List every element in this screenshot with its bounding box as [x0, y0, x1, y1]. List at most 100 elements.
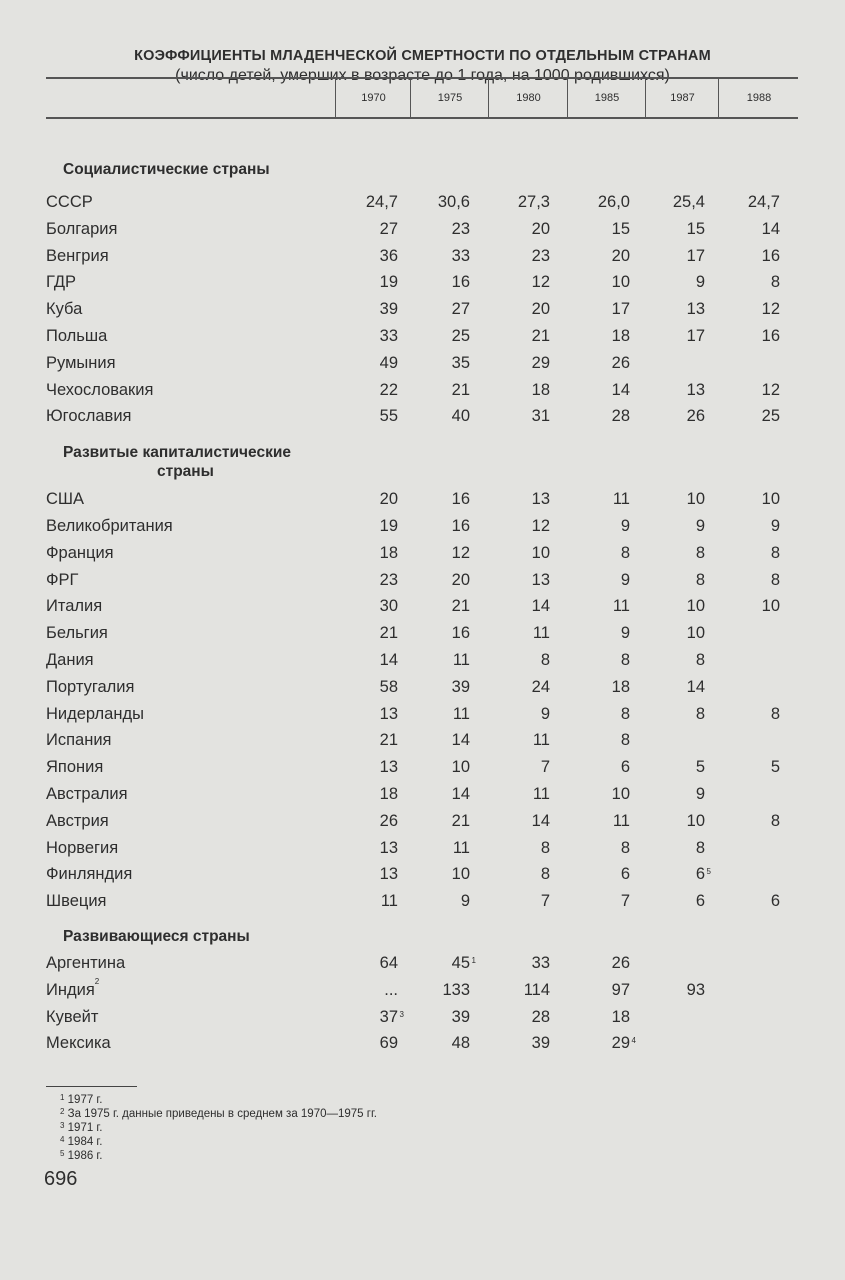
value-cell: 27: [451, 300, 470, 319]
value-cell: 18: [611, 326, 630, 345]
value-cell: 40: [451, 407, 470, 426]
footnote-divider: [46, 1086, 137, 1087]
footnote-text: За 1975 г. данные приведены в среднем за…: [64, 1108, 377, 1120]
value-cell: 8: [695, 838, 705, 857]
value-cell: 48: [451, 1034, 470, 1053]
country-label: Швеция: [46, 892, 107, 911]
value-cell: 26: [611, 953, 630, 972]
table-row: Чехословакия 22 21 18 14 13 12: [46, 377, 798, 404]
value-cell: 9: [695, 516, 705, 535]
value-cell: 33: [531, 953, 550, 972]
value-cell: 11: [532, 784, 550, 803]
country-label: Финляндия: [46, 865, 133, 884]
value-cell: 9: [620, 624, 630, 643]
value-cell: 25,4: [672, 193, 705, 211]
section-heading-line: Социалистические страны: [63, 161, 270, 178]
table-row: ФРГ 23 20 13 9 8 8: [46, 567, 798, 594]
value-cell: 11: [612, 811, 630, 830]
value-cell: 8: [620, 650, 630, 669]
footnote-mark: 2: [60, 1107, 65, 1116]
value-cell: 11: [612, 490, 630, 509]
country-name: Бельгия: [46, 620, 108, 647]
country-label: Куба: [46, 300, 83, 319]
value-cell: 8: [540, 650, 550, 669]
value-cell: 8: [620, 543, 630, 562]
value-cell: 21: [451, 811, 470, 830]
value-cell: 29 4: [560, 1030, 636, 1057]
country-name: Кувейт: [46, 1004, 98, 1031]
value-cell: 16: [451, 624, 470, 643]
value-cell: 20: [379, 490, 398, 509]
value-cell: 22: [379, 380, 398, 399]
value-cell: 10: [451, 865, 470, 884]
value-cell: 10: [611, 273, 630, 292]
value-cell: 23: [451, 219, 470, 238]
value-cell: 13: [686, 380, 705, 399]
value-cell: 58: [379, 677, 398, 696]
table-row: Венгрия 36 33 23 20 17 16: [46, 243, 798, 270]
table-row: СССР 24,7 30,6 27,3 26,0 25,4 24,7: [46, 189, 798, 216]
footnote-text: 1977 г.: [64, 1094, 103, 1106]
table-row: Аргентина 64 45 1 33 26: [46, 950, 798, 977]
table-row: Югославия 55 40 31 28 26 25: [46, 403, 798, 430]
value-cell: 20: [611, 246, 630, 265]
value-cell: 10: [686, 811, 705, 830]
section-heading: Развивающиеся страны: [46, 927, 798, 946]
country-label: Чехословакия: [46, 380, 154, 399]
value-cell: 25: [451, 326, 470, 345]
value-cell: 11: [452, 650, 470, 669]
column-header: 1975: [410, 79, 489, 117]
value-cell: 14: [531, 597, 550, 616]
value-cell: 10: [531, 543, 550, 562]
value-cell: 18: [379, 784, 398, 803]
table-title: КОЭФФИЦИЕНТЫ МЛАДЕНЧЕСКОЙ СМЕРТНОСТИ ПО …: [134, 48, 711, 64]
value-cell: 114: [523, 980, 550, 999]
value-cell: 18: [611, 677, 630, 696]
value-cell: 9: [770, 516, 780, 535]
value-cell: 64: [379, 953, 398, 972]
column-header: 1987: [645, 79, 719, 117]
country-name: Финляндия: [46, 861, 132, 888]
country-label: Югославия: [46, 407, 132, 426]
table-row: Мексика 69 48 39 29 4: [46, 1030, 798, 1057]
value-cell: 26: [379, 811, 398, 830]
country-name: Дания: [46, 647, 94, 674]
value-cell: 14: [451, 784, 470, 803]
value-cell: 21: [379, 624, 398, 643]
value-cell: 8: [695, 650, 705, 669]
country-name: Испания: [46, 727, 111, 754]
value-cell: 12: [531, 516, 550, 535]
value-cell: 16: [451, 516, 470, 535]
value-cell: 18: [611, 1007, 630, 1026]
value-cell: 20: [451, 570, 470, 589]
country-name: Болгария: [46, 216, 117, 243]
footnote-mark: 5: [706, 867, 711, 877]
country-name: Япония: [46, 754, 103, 781]
value-cell: 8: [620, 838, 630, 857]
footnote-mark: 5: [60, 1149, 65, 1158]
value-cell: 5: [770, 758, 780, 777]
section-heading-line: Развивающиеся страны: [63, 927, 250, 945]
value-cell: 19: [379, 273, 398, 292]
country-label: США: [46, 490, 85, 509]
table-row: Япония 13 10 7 6 5 5: [46, 754, 798, 781]
section-heading: Развитые капиталистические страны: [46, 443, 798, 481]
value-cell: 8: [620, 704, 630, 723]
country-name: Нидерланды: [46, 701, 144, 728]
footnote-mark: 4: [631, 1036, 636, 1046]
country-label: ГДР: [46, 273, 77, 292]
value-cell: 12: [451, 543, 470, 562]
value-cell: 13: [379, 758, 398, 777]
table-header: 1970 1975 1980 1985 1987 1988: [46, 77, 798, 119]
country-label: Португалия: [46, 677, 135, 696]
table-row: Австрия 26 21 14 11 10 8: [46, 808, 798, 835]
footnote-mark: 1: [471, 955, 476, 965]
value-cell: 18: [379, 543, 398, 562]
country-name: Швеция: [46, 888, 106, 915]
country-label: СССР: [46, 193, 93, 211]
country-name: ГДР: [46, 269, 76, 296]
value-cell: 8: [770, 570, 780, 589]
country-name: США: [46, 486, 84, 513]
value-cell: 35: [451, 353, 470, 372]
country-name: Мексика: [46, 1030, 111, 1057]
